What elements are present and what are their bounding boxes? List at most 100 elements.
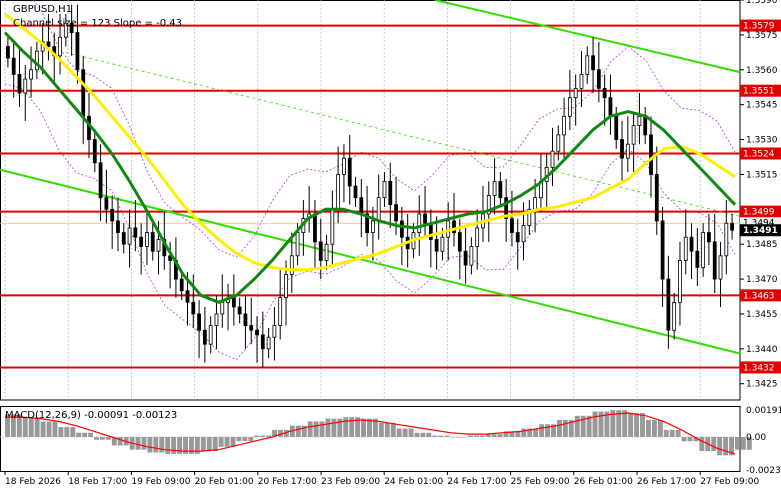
macd-histogram-bar <box>82 432 88 437</box>
candle-body <box>133 227 138 238</box>
macd-histogram-bar <box>604 411 610 437</box>
candle-body <box>191 301 196 315</box>
macd-histogram-bar <box>467 435 473 437</box>
candle-body <box>376 197 381 222</box>
candle-body <box>220 301 225 315</box>
candle-body <box>585 55 590 75</box>
candle-body <box>17 74 22 94</box>
macd-histogram-bar <box>224 436 230 447</box>
candle-body <box>515 232 520 243</box>
macd-histogram-bar <box>16 414 22 437</box>
macd-histogram-bar <box>699 436 705 452</box>
candle-body <box>718 255 723 280</box>
candle-body <box>116 220 120 233</box>
candle-body <box>5 46 10 59</box>
chart-title: GBPUSD,H1 <box>13 4 72 15</box>
candle-body <box>150 232 155 252</box>
level-tag-label: 1.3524 <box>743 149 775 159</box>
channel-mid-line <box>59 50 741 217</box>
candle-body <box>359 197 364 215</box>
candle-body <box>608 97 613 117</box>
level-tag-label: 1.3432 <box>743 363 775 373</box>
candle-body <box>179 278 184 292</box>
macd-histogram-bar <box>194 436 200 454</box>
x-tick-label: 26 Feb 01:00 <box>574 477 633 487</box>
macd-histogram-bar <box>746 436 752 450</box>
macd-histogram-bar <box>111 436 117 446</box>
macd-histogram-bar <box>153 436 159 453</box>
macd-histogram-bar <box>22 417 28 437</box>
macd-histogram-bar <box>141 436 147 450</box>
candle-body <box>521 225 526 243</box>
macd-histogram-bar <box>568 420 574 437</box>
macd-histogram-bar <box>432 435 438 437</box>
candle-body <box>388 180 393 206</box>
candle-body <box>370 220 375 233</box>
macd-histogram-bar <box>349 417 355 437</box>
macd-histogram-bar <box>586 415 592 437</box>
candle-body <box>272 325 277 338</box>
candle-body <box>417 213 422 233</box>
channel-lower-line <box>0 168 741 355</box>
macd-histogram-bar <box>88 432 94 437</box>
current-price-label: 1.3491 <box>743 226 778 236</box>
macd-histogram-bar <box>367 418 372 437</box>
y-tick-label: 1.3575 <box>746 31 778 41</box>
price-panel-frame <box>0 0 741 401</box>
candle-body <box>620 139 624 159</box>
x-tick-label: 23 Feb 09:00 <box>321 477 380 487</box>
level-tag-label: 1.3463 <box>743 291 775 301</box>
candle-body <box>463 250 468 266</box>
macd-histogram-bar <box>337 418 343 437</box>
candle-body <box>289 255 294 275</box>
candle-body <box>533 197 538 210</box>
macd-histogram-bar <box>46 421 52 437</box>
ask-price-tag <box>740 217 781 228</box>
y-tick-label: 1.3545 <box>746 101 778 111</box>
x-tick-label: 25 Feb 09:00 <box>511 477 570 487</box>
macd-histogram-bar <box>634 412 640 437</box>
macd-histogram-bar <box>325 418 331 437</box>
candle-body <box>486 194 491 215</box>
macd-histogram-bar <box>64 427 70 437</box>
macd-histogram-bar <box>188 436 194 454</box>
macd-histogram-bar <box>645 420 651 437</box>
candle-body <box>504 197 509 220</box>
sma-green-line <box>3 31 737 304</box>
macd-histogram-bar <box>343 417 349 437</box>
candle-body <box>87 115 91 140</box>
candle-body <box>550 150 555 168</box>
candle-body <box>29 69 33 80</box>
macd-histogram-bar <box>551 424 556 437</box>
current-price-tag <box>740 224 781 237</box>
macd-histogram-bar <box>675 429 681 437</box>
candle-body <box>23 78 28 94</box>
candle-body <box>353 185 358 199</box>
candle-body <box>394 204 398 222</box>
macd-histogram-bar <box>147 436 153 453</box>
candle-body <box>625 143 630 159</box>
y-tick-label: 1.3590 <box>746 0 778 6</box>
macd-histogram-bar <box>331 418 337 437</box>
macd-histogram-bar <box>248 436 254 442</box>
macd-histogram-bar <box>212 436 218 452</box>
candle-body <box>336 174 341 210</box>
candle-body <box>46 41 51 47</box>
level-tag-label: 1.3579 <box>743 22 775 32</box>
macd-histogram-bar <box>355 417 361 437</box>
macd-histogram-bar <box>438 435 444 437</box>
macd-histogram-bar <box>539 424 545 437</box>
macd-histogram-bar <box>729 436 734 456</box>
candle-body <box>243 313 248 326</box>
x-tick-label: 24 Feb 17:00 <box>447 477 506 487</box>
sma-yellow-line <box>4 12 736 272</box>
candle-body <box>168 255 173 261</box>
macd-histogram-bar <box>218 436 224 447</box>
candle-body <box>98 162 103 199</box>
macd-signal-line <box>5 412 736 455</box>
candle-body <box>649 134 653 175</box>
moving-averages <box>3 12 737 304</box>
candle-body <box>145 232 149 247</box>
candle-body <box>214 313 219 326</box>
macd-histogram-bar <box>574 415 580 437</box>
